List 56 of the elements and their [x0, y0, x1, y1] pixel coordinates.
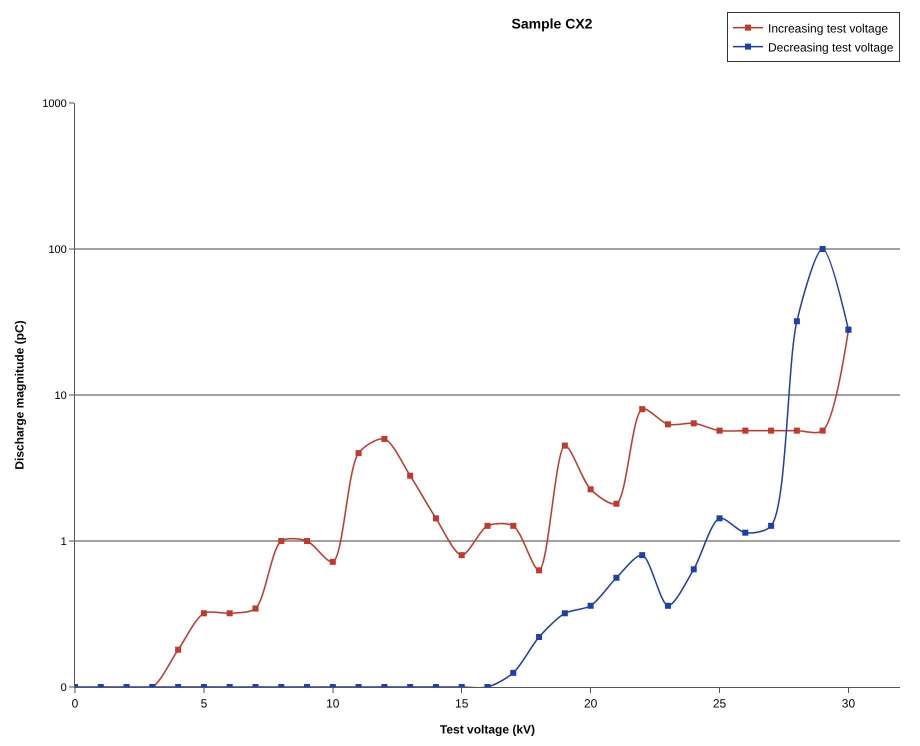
point — [510, 522, 516, 529]
point — [820, 428, 826, 434]
point — [639, 552, 646, 558]
legend-label: Increasing test voltage — [768, 21, 888, 36]
point — [664, 602, 671, 609]
point — [742, 530, 748, 536]
point — [768, 522, 774, 529]
x-tick-label: 10 — [326, 696, 340, 710]
y-tick-label: 100 — [48, 244, 67, 256]
x-tick-label: 15 — [455, 696, 469, 710]
point — [304, 538, 310, 544]
x-tick-label: 0 — [72, 696, 79, 710]
point — [562, 610, 568, 616]
point — [613, 574, 620, 581]
point — [639, 406, 646, 412]
point — [484, 522, 490, 529]
point — [664, 421, 671, 428]
chart-title: Sample CX2 — [512, 15, 593, 32]
x-tick-label: 25 — [712, 696, 727, 710]
point — [820, 246, 826, 252]
point — [175, 646, 182, 653]
point — [407, 472, 414, 479]
point — [510, 670, 516, 676]
point — [794, 428, 800, 434]
point — [252, 605, 258, 612]
point — [742, 428, 748, 434]
point — [613, 500, 620, 507]
point — [690, 566, 697, 572]
point — [432, 515, 439, 522]
point — [562, 442, 568, 449]
y-axis-title: Discharge magnitude (pC) — [12, 320, 27, 470]
point — [588, 602, 594, 609]
point — [458, 552, 465, 558]
point — [381, 436, 388, 442]
y-tick-label: 1000 — [42, 98, 67, 110]
x-tick-label: 5 — [200, 696, 208, 710]
legend-label: Decreasing test voltage — [768, 40, 894, 54]
x-tick-label: 30 — [842, 696, 856, 710]
point — [588, 486, 594, 492]
y-tick-label: 10 — [54, 390, 67, 402]
point — [768, 428, 774, 434]
point — [278, 538, 284, 544]
y-tick-label: 1 — [60, 536, 67, 548]
point — [536, 634, 542, 640]
point — [200, 610, 207, 616]
point — [536, 567, 542, 574]
point — [226, 610, 233, 616]
point — [794, 318, 800, 324]
point — [356, 450, 362, 456]
point — [330, 558, 336, 565]
point — [716, 515, 723, 522]
y-tick-label: 0 — [60, 682, 67, 694]
point — [716, 428, 723, 434]
x-tick-label: 20 — [584, 696, 598, 710]
point — [690, 420, 697, 426]
x-axis-title: Test voltage (kV) — [440, 722, 536, 736]
